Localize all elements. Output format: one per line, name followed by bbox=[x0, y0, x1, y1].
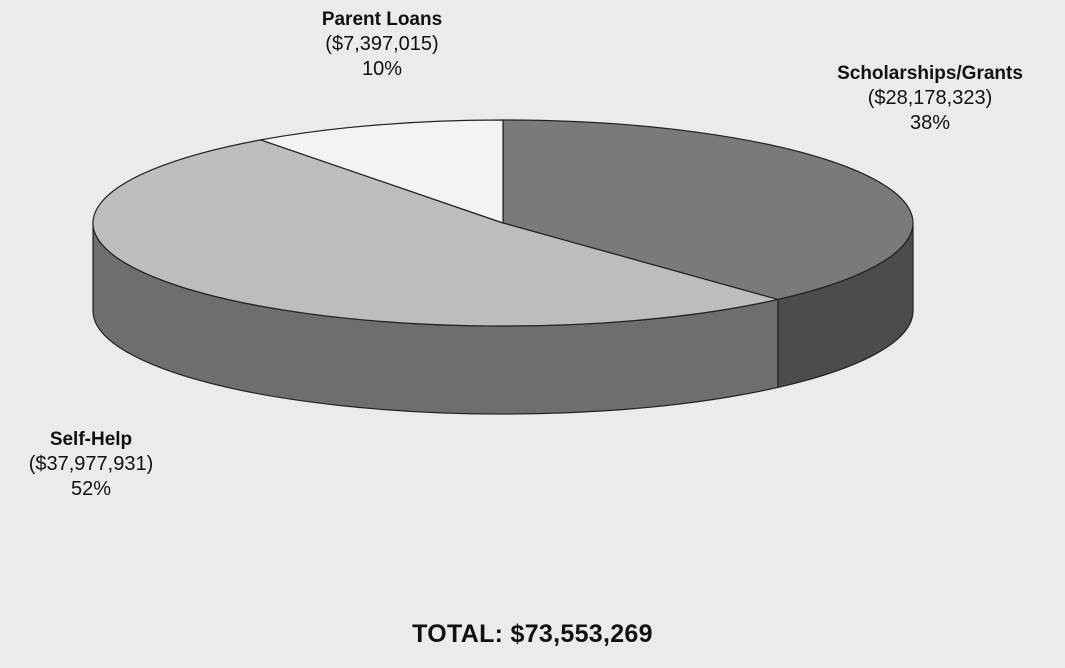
pie-slice-self-help bbox=[92, 139, 778, 327]
slice-label-scholarships-grants: Scholarships/Grants ($28,178,323) 38% bbox=[805, 62, 1055, 136]
slice-amount: ($28,178,323) bbox=[867, 86, 993, 109]
slice-percent: 10% bbox=[361, 57, 403, 80]
slice-name: Scholarships/Grants bbox=[837, 63, 1023, 84]
slice-label-parent-loans: Parent Loans ($7,397,015) 10% bbox=[282, 8, 482, 82]
pie-slice-parent-loans bbox=[258, 119, 504, 224]
total-label: TOTAL: $73,553,269 bbox=[412, 620, 653, 648]
slice-percent: 38% bbox=[909, 111, 951, 134]
slice-amount: ($37,977,931) bbox=[28, 452, 154, 475]
slice-amount: ($7,397,015) bbox=[325, 32, 439, 55]
slice-name: Self-Help bbox=[49, 429, 133, 450]
pie-slice-scholarships-grants bbox=[502, 119, 914, 301]
slice-percent: 52% bbox=[70, 477, 112, 500]
slice-name: Parent Loans bbox=[321, 9, 443, 30]
slice-label-self-help: Self-Help ($37,977,931) 52% bbox=[0, 428, 182, 502]
